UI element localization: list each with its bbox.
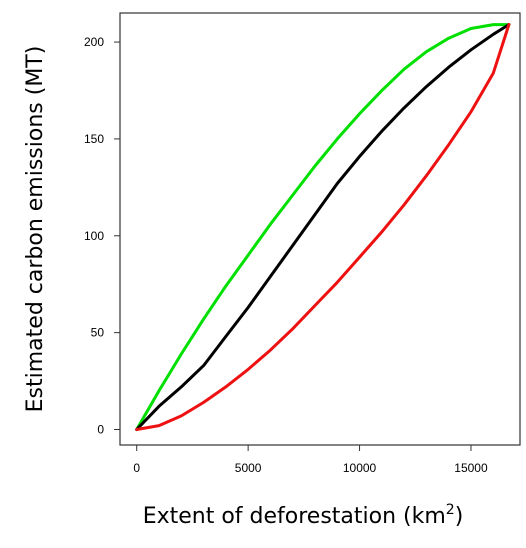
x-axis-ticks: 0 5000 10000 15000 bbox=[133, 445, 488, 475]
y-axis-ticks: 0 50 100 150 200 bbox=[84, 35, 120, 437]
plot-frame bbox=[119, 12, 521, 446]
y-tick-label: 50 bbox=[91, 326, 105, 340]
x-axis-title: Extent of deforestation (km2) bbox=[143, 502, 464, 529]
x-tick-label: 10000 bbox=[343, 461, 377, 475]
y-tick-label: 200 bbox=[84, 35, 104, 49]
series-lines bbox=[135, 23, 511, 431]
x-axis-title-suffix: ) bbox=[455, 504, 464, 529]
series-line-0 bbox=[135, 23, 511, 431]
x-axis-title-superscript: 2 bbox=[446, 502, 455, 518]
x-tick-label: 0 bbox=[133, 461, 140, 475]
y-tick-label: 100 bbox=[84, 229, 104, 243]
series-line-2 bbox=[135, 23, 511, 431]
x-tick-label: 15000 bbox=[454, 461, 488, 475]
y-axis-title: Estimated carbon emissions (MT) bbox=[23, 46, 48, 413]
y-tick-label: 0 bbox=[97, 423, 104, 437]
series-line-1 bbox=[135, 23, 511, 431]
y-tick-label: 150 bbox=[84, 132, 104, 146]
x-tick-label: 5000 bbox=[235, 461, 262, 475]
